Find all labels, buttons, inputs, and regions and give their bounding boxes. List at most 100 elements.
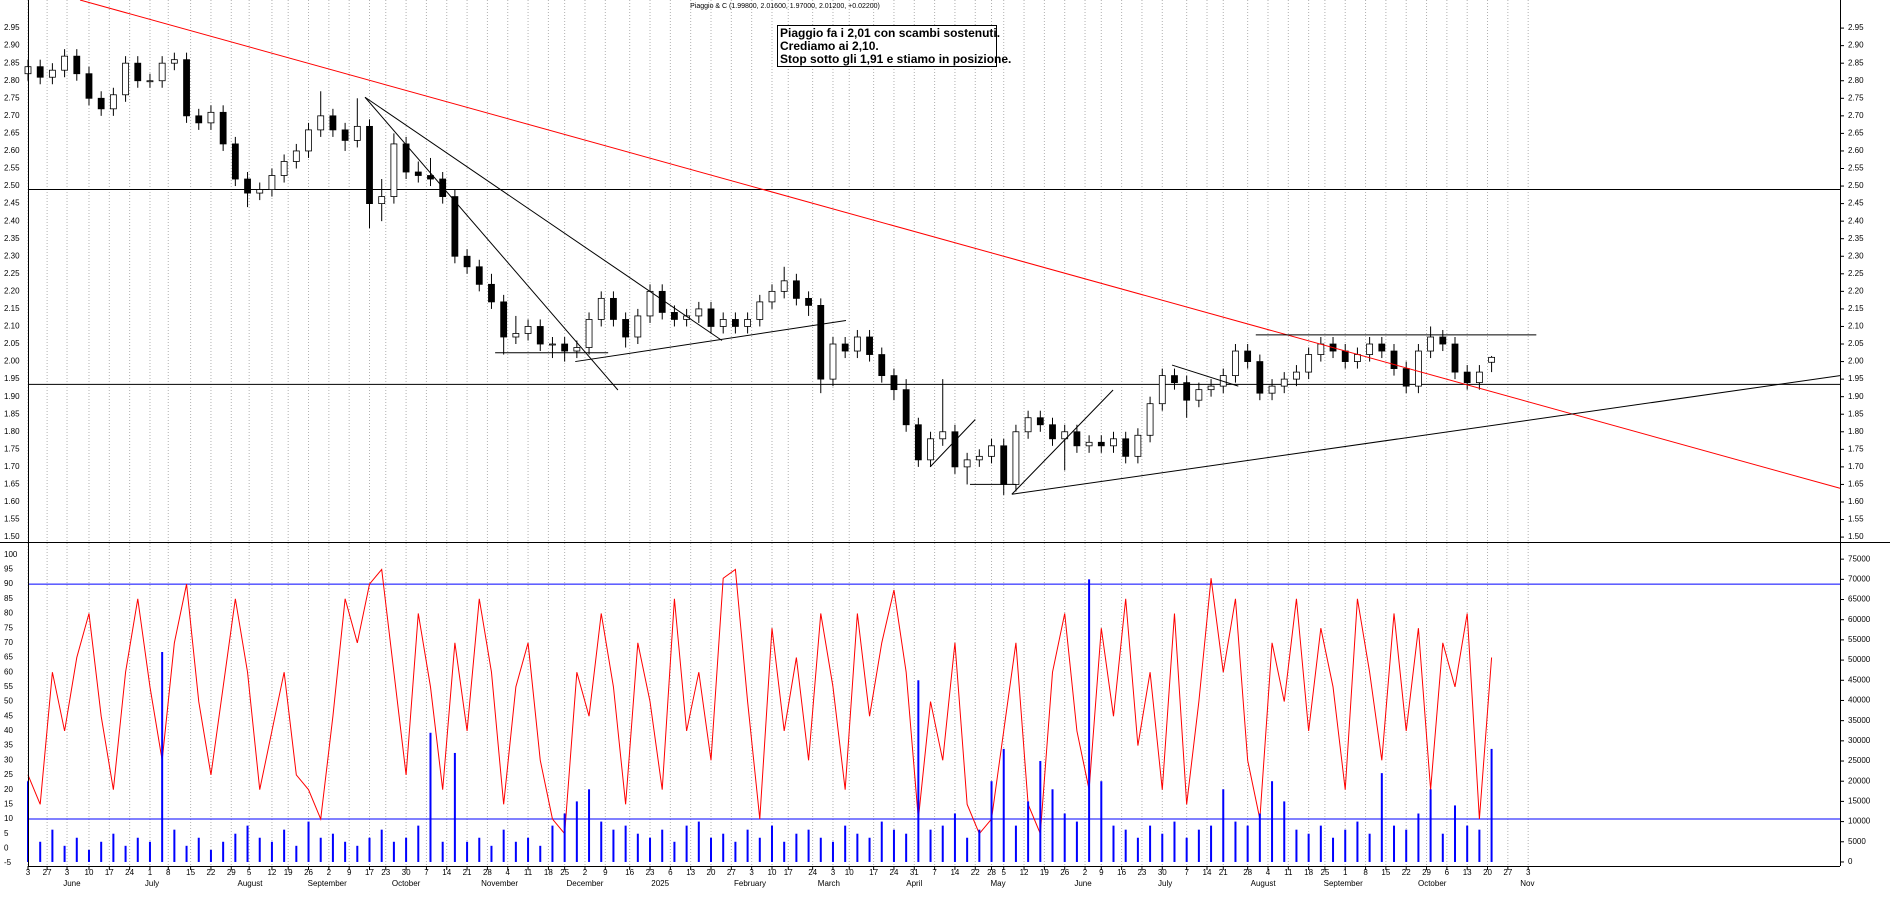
x-tick-label: 11 xyxy=(1284,868,1293,877)
y-tick-label: 90 xyxy=(4,579,13,588)
volume-bar xyxy=(1283,801,1286,862)
y2-tick-label: 20000 xyxy=(1848,776,1871,785)
candle-body xyxy=(183,59,190,117)
x-tick-label: 3 xyxy=(831,868,836,877)
y2-tick-label: 40000 xyxy=(1848,696,1871,705)
y-tick-label: 70 xyxy=(4,638,13,647)
volume-bar xyxy=(710,837,713,862)
x-tick-label: 23 xyxy=(381,868,390,877)
volume-bar xyxy=(87,849,90,862)
trendline xyxy=(1011,375,1841,495)
x-tick-label: 9 xyxy=(603,868,608,877)
candle-body xyxy=(488,283,495,303)
candle-body xyxy=(1036,417,1044,426)
y-tick-label: 2.20 xyxy=(4,286,20,295)
candle-body xyxy=(341,129,349,141)
y-tick-label: 2.50 xyxy=(1848,181,1864,190)
y-tick-label: 1.95 xyxy=(1848,374,1864,383)
candle-body xyxy=(1305,354,1313,373)
candle-body xyxy=(390,143,398,197)
y-tick-label: 1.90 xyxy=(1848,392,1864,401)
month-label: July xyxy=(145,879,159,888)
candle-body xyxy=(97,97,105,110)
y-tick-label: 2.90 xyxy=(4,41,20,50)
x-tick-label: 20 xyxy=(1483,868,1492,877)
candle-body xyxy=(646,290,654,317)
candle-body xyxy=(1207,385,1215,391)
y2-tick-label: 5000 xyxy=(1848,837,1866,846)
month-label: October xyxy=(1418,879,1447,888)
volume-bar xyxy=(1112,825,1115,862)
y-tick-label: 80 xyxy=(4,609,13,618)
y-tick-label: 15 xyxy=(4,799,13,808)
x-tick-label: 16 xyxy=(1117,868,1126,877)
month-label: March xyxy=(818,879,840,888)
candle-body xyxy=(902,389,910,426)
y2-tick-label: 10000 xyxy=(1848,817,1871,826)
y-tick-label: 2.75 xyxy=(1848,93,1864,102)
candle-body xyxy=(853,336,861,352)
month-label: Nov xyxy=(1520,879,1534,888)
y-tick-label: 2.85 xyxy=(4,58,20,67)
candle-body xyxy=(1158,375,1166,405)
candle-body xyxy=(792,280,800,299)
volume-bar xyxy=(527,837,530,862)
candle-body xyxy=(61,55,68,71)
month-label: November xyxy=(481,879,518,888)
x-tick-label: 22 xyxy=(1402,868,1411,877)
candle-body xyxy=(1390,350,1398,369)
volume-bar xyxy=(1368,833,1371,862)
trendline xyxy=(1011,389,1114,495)
y-tick-label: 1.80 xyxy=(4,427,20,436)
candle-body xyxy=(1256,361,1264,394)
y-tick-label: 0 xyxy=(4,843,9,852)
trendline xyxy=(364,96,619,391)
x-tick-label: 30 xyxy=(1158,868,1167,877)
volume-bar xyxy=(1002,748,1005,862)
candle-body xyxy=(817,305,825,380)
volume-bar xyxy=(319,837,322,862)
volume-bar xyxy=(405,837,408,862)
volume-bar xyxy=(1429,789,1432,862)
volume-bar xyxy=(612,829,615,862)
y-tick-label: 2.55 xyxy=(1848,164,1864,173)
trendline xyxy=(929,419,976,468)
x-tick-label: 15 xyxy=(186,868,195,877)
candle-body xyxy=(134,62,142,82)
annotation: Piaggio fa i 2,01 con scambi sostenuti. xyxy=(780,26,1000,40)
candle-body xyxy=(524,326,532,334)
candle-body xyxy=(1317,343,1325,355)
month-label: August xyxy=(1251,879,1277,888)
x-tick-label: 19 xyxy=(284,868,293,877)
month-label: June xyxy=(63,879,81,888)
x-tick-label: 16 xyxy=(625,868,634,877)
month-label: April xyxy=(906,879,922,888)
volume-bar xyxy=(502,829,505,862)
month-label: February xyxy=(734,879,766,888)
candle-body xyxy=(1415,350,1422,387)
candle-body xyxy=(463,255,471,268)
y-tick-label: 1.60 xyxy=(1848,497,1864,506)
x-tick-label: 28 xyxy=(987,868,996,877)
y2-tick-label: 30000 xyxy=(1848,736,1871,745)
volume-bar xyxy=(246,825,249,862)
y-tick-label: 2.55 xyxy=(4,164,20,173)
x-tick-label: 29 xyxy=(227,868,236,877)
y2-tick-label: 25000 xyxy=(1848,756,1871,765)
y-tick-label: 2.80 xyxy=(1848,76,1864,85)
volume-bar xyxy=(1246,825,1249,862)
volume-bar xyxy=(929,829,932,862)
x-tick-label: 8 xyxy=(1363,868,1368,877)
x-tick-label: 13 xyxy=(1463,868,1472,877)
y2-tick-label: 45000 xyxy=(1848,675,1871,684)
candle-body xyxy=(1268,385,1276,394)
x-tick-label: 4 xyxy=(506,868,511,877)
candle-body xyxy=(500,301,508,338)
x-tick-label: 22 xyxy=(206,868,215,877)
candle-body xyxy=(1085,441,1093,447)
y-tick-label: 25 xyxy=(4,770,13,779)
candle-body xyxy=(73,55,81,75)
candle-body xyxy=(658,290,666,313)
volume-bar xyxy=(1124,829,1127,862)
y-tick-label: 2.40 xyxy=(4,216,20,225)
